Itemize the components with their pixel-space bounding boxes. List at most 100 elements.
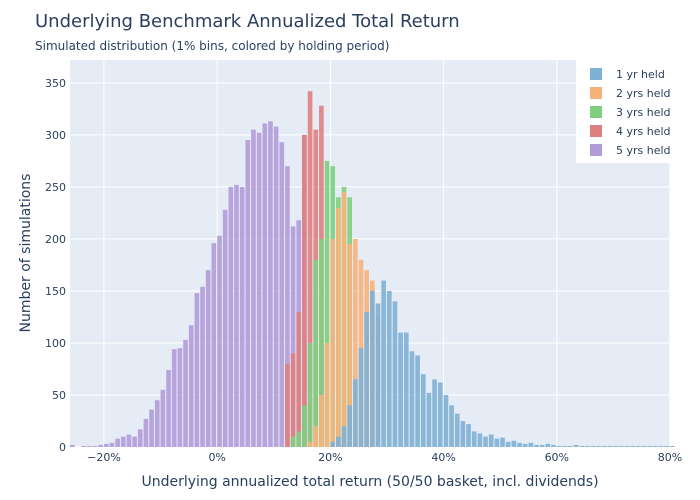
legend[interactable]: 1 yr held 2 yrs held 3 yrs held 4 yrs held 5… [576, 60, 671, 163]
histogram-bar [319, 238, 324, 447]
histogram-bar [336, 207, 341, 447]
histogram-bar [466, 424, 471, 447]
legend-swatch [590, 144, 602, 156]
y-tick-label: 200 [45, 233, 66, 246]
histogram-bar [296, 311, 302, 447]
x-tick-label: 80% [658, 451, 682, 464]
histogram-bar [194, 293, 200, 447]
chart-title: Underlying Benchmark Annualized Total Re… [35, 11, 460, 32]
histogram-bar [613, 445, 619, 447]
histogram-bar [330, 238, 336, 447]
histogram-bar [251, 129, 256, 448]
histogram-bar [573, 444, 579, 447]
histogram-bar [109, 442, 115, 447]
histogram-bar [115, 438, 120, 447]
histogram-bar [290, 226, 296, 447]
histogram-bar [103, 443, 109, 447]
histogram-bar [171, 349, 177, 447]
histogram-bar [443, 394, 449, 447]
histogram-bar [647, 445, 653, 447]
legend-label: 5 yrs held [616, 144, 671, 157]
histogram-bar [307, 91, 313, 447]
y-tick-label: 350 [45, 77, 66, 90]
histogram-bar [296, 431, 302, 447]
x-tick-label: −20% [87, 451, 121, 464]
histogram-bar [120, 436, 126, 447]
y-axis-title: Number of simulations [18, 174, 34, 333]
histogram-bar [228, 186, 234, 447]
legend-item[interactable]: 3 yrs held [590, 106, 671, 119]
histogram-bar [154, 400, 160, 447]
histogram-bar [330, 441, 336, 447]
histogram-bar [183, 339, 188, 447]
histogram-bar [471, 431, 477, 447]
histogram-bar [460, 420, 466, 447]
y-tick-label: 100 [45, 337, 66, 350]
histogram-bar [262, 123, 268, 447]
histogram-bar [449, 405, 454, 447]
legend-swatch [590, 106, 602, 118]
histogram-bar [505, 441, 511, 447]
histogram-bar [347, 244, 353, 447]
y-tick-label: 150 [45, 285, 66, 298]
histogram-bar [670, 445, 675, 447]
histogram-bar [126, 434, 132, 447]
histogram-bar [341, 426, 347, 447]
histogram-bar [358, 348, 364, 447]
legend-label: 4 yrs held [616, 125, 671, 138]
histogram-bar [98, 444, 103, 447]
histogram-bar [664, 445, 669, 447]
histogram-bar [551, 444, 556, 447]
histogram-bar [653, 445, 658, 447]
histogram-bar [409, 351, 415, 447]
histogram-bar [313, 426, 319, 447]
histogram-bar [285, 363, 290, 447]
histogram-bar [200, 286, 205, 447]
histogram-bar [488, 434, 494, 447]
histogram-bar [624, 445, 630, 447]
histogram-bar [268, 121, 273, 448]
histogram-bar [137, 429, 143, 447]
x-axis-title: Underlying annualized total return (50/5… [141, 474, 598, 490]
legend-item[interactable]: 1 yr held [590, 68, 665, 81]
histogram-bar [370, 290, 375, 447]
legend-item[interactable]: 4 yrs held [590, 125, 671, 138]
histogram-bar [494, 438, 500, 447]
histogram-bar [279, 142, 285, 447]
legend-item[interactable]: 5 yrs held [590, 144, 671, 157]
histogram-bar [596, 445, 602, 447]
legend-label: 2 yrs held [616, 87, 671, 100]
histogram-bar [579, 445, 585, 447]
histogram-bar [273, 126, 279, 448]
histogram-bar [607, 445, 613, 447]
histogram-bar [420, 374, 426, 447]
histogram-bar [392, 301, 398, 447]
histogram-bar [364, 311, 369, 447]
histogram-bar [319, 394, 324, 447]
grid-lines [70, 60, 671, 448]
histogram-bar [256, 132, 262, 448]
histogram-bar [239, 186, 245, 447]
histogram-bar [500, 437, 505, 447]
histogram-bar [132, 436, 137, 447]
histogram-bar [86, 445, 92, 447]
histogram-bar [353, 379, 358, 447]
histogram-bar [375, 303, 381, 447]
histogram-bar [290, 436, 296, 447]
histogram-bar [403, 332, 409, 447]
histogram-bar [222, 209, 228, 447]
histogram-bar [70, 444, 75, 447]
histogram-bar [534, 444, 539, 447]
histogram-bar [353, 238, 358, 447]
histogram-bar [602, 445, 607, 447]
histogram-bar [285, 166, 290, 447]
histogram-bar [539, 444, 545, 447]
chart-subtitle: Simulated distribution (1% bins, colored… [35, 39, 390, 53]
histogram-bar [511, 440, 517, 447]
histogram-bar [313, 259, 319, 447]
histogram-bar [336, 436, 341, 447]
legend-label: 3 yrs held [616, 106, 671, 119]
histogram-bar [568, 445, 573, 447]
legend-item[interactable]: 2 yrs held [590, 87, 671, 100]
